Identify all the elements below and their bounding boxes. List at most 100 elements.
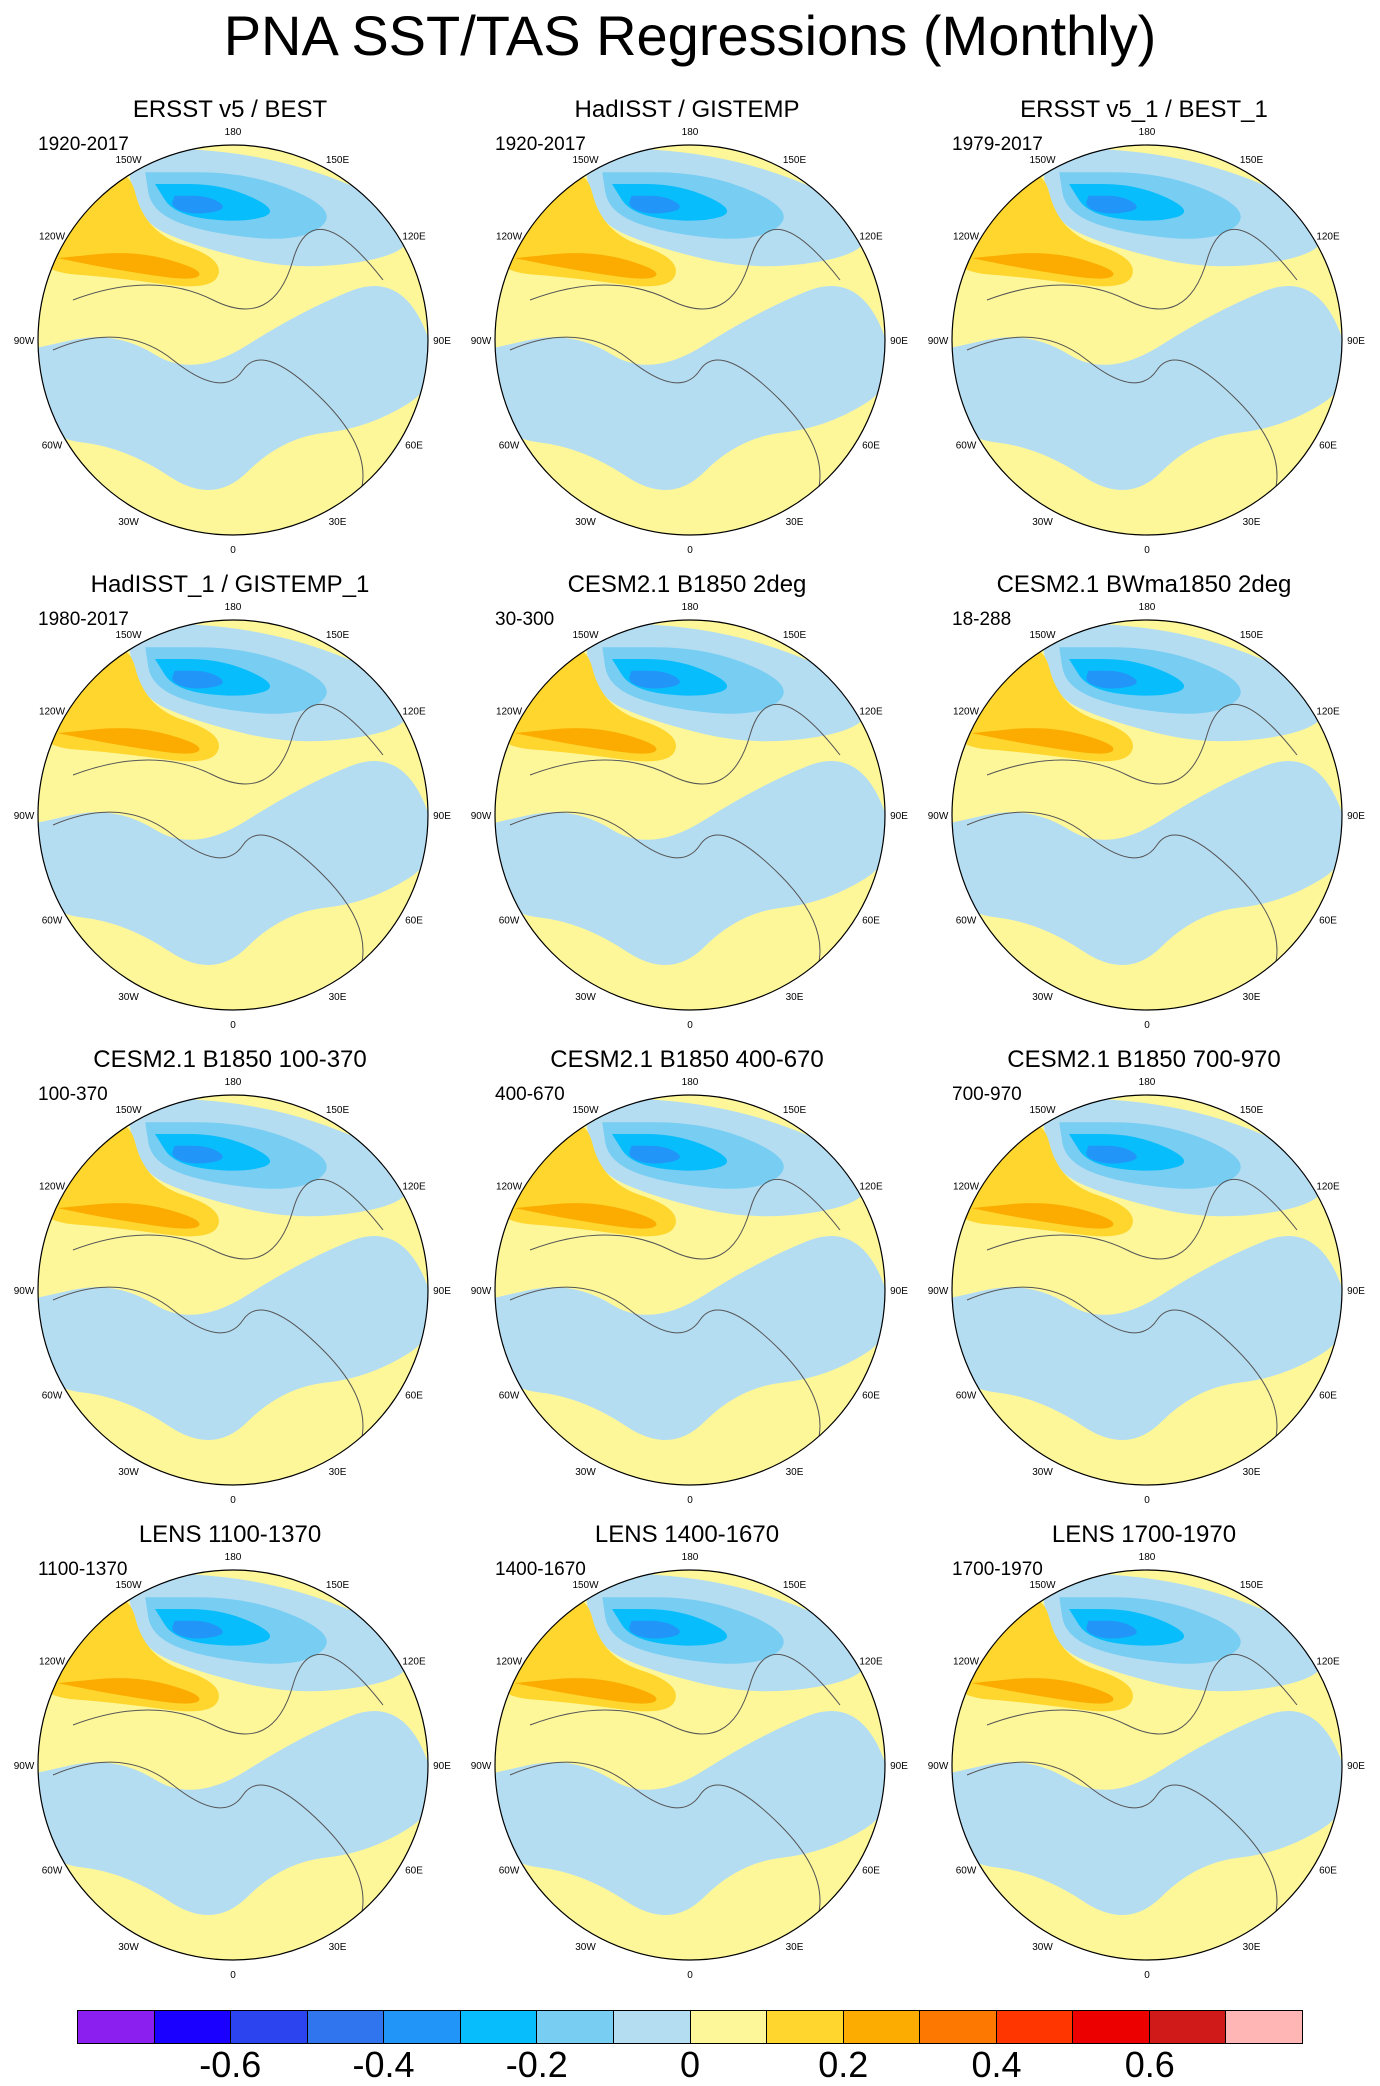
longitude-label: 150E (326, 155, 350, 166)
longitude-label: 30E (786, 1942, 804, 1953)
longitude-label: 30E (786, 1467, 804, 1478)
longitude-label: 120E (859, 707, 883, 718)
longitude-label: 0 (687, 1495, 693, 1506)
colorbar-swatch (1225, 2010, 1303, 2044)
longitude-label: 120E (402, 707, 426, 718)
longitude-label: 120E (859, 1657, 883, 1668)
colorbar-swatch (919, 2010, 996, 2044)
longitude-label: 60E (1319, 1391, 1337, 1402)
longitude-label: 0 (230, 1970, 236, 1981)
colorbar-swatch (459, 2010, 537, 2044)
longitude-label: 120E (1316, 1657, 1340, 1668)
panel-period: 1979-2017 (952, 134, 1043, 155)
field-cool-core (629, 195, 680, 214)
longitude-label: 60W (42, 441, 63, 452)
colorbar-tick-label: -0.6 (199, 2044, 262, 2085)
longitude-label: 150E (326, 1105, 350, 1116)
map-panel: CESM2.1 B1850 700-970 180 150E 120E 90E 60E 30… (914, 1045, 1374, 1515)
map-boundary (37, 144, 429, 536)
longitude-label: 120E (1316, 1182, 1340, 1193)
field-warm-strong (514, 1203, 657, 1229)
field-cool-core (1086, 1145, 1137, 1164)
longitude-label: 120E (402, 1657, 426, 1668)
longitude-label: 90W (14, 336, 35, 347)
map-panel: ERSST v5 / BEST 180 150E 120E 90E 60E 30E 0 30W 6… (0, 95, 460, 565)
longitude-label: 150E (783, 1580, 807, 1591)
longitude-label: 90W (471, 336, 492, 347)
longitude-label: 120W (39, 232, 66, 243)
longitude-label: 150E (783, 1105, 807, 1116)
longitude-label: 90E (1347, 1761, 1365, 1772)
map-boundary (951, 1094, 1343, 1486)
panel-period: 700-970 (952, 1084, 1022, 1105)
polar-map: 180 150E 120E 90E 60E 30E 0 30W 60W 90W 120W 150W (471, 602, 909, 1031)
longitude-label: 120W (39, 707, 66, 718)
longitude-label: 90E (890, 336, 908, 347)
panel-period: 1100-1370 (38, 1559, 128, 1580)
longitude-label: 30W (575, 1942, 596, 1953)
field-cool-broad (952, 761, 1342, 965)
field-cool-broad (38, 286, 428, 490)
longitude-label: 60W (42, 1866, 63, 1877)
field-cool-broad (38, 1236, 428, 1440)
field-cool-core (629, 670, 680, 689)
longitude-label: 30E (1243, 1942, 1261, 1953)
longitude-label: 0 (687, 1970, 693, 1981)
longitude-label: 90W (928, 811, 949, 822)
field-cool-core (172, 195, 223, 214)
map-boundary (951, 1569, 1343, 1961)
coastline (529, 228, 841, 310)
colorbar-swatch (306, 2010, 384, 2044)
map-boundary (37, 619, 429, 1011)
longitude-label: 0 (1144, 1495, 1150, 1506)
longitude-label: 90E (1347, 336, 1365, 347)
field-cool-core (1086, 670, 1137, 689)
field-cool-core (1086, 1620, 1137, 1639)
coastline (52, 1286, 364, 1461)
longitude-label: 60W (956, 1391, 977, 1402)
colorbar-tick-label: 0 (679, 2044, 701, 2085)
coastline (529, 1653, 841, 1735)
coastline (986, 703, 1298, 785)
colorbar-tick-label: 0.4 (971, 2044, 1022, 2085)
longitude-label: 180 (682, 1552, 699, 1563)
longitude-label: 30W (1032, 1942, 1053, 1953)
panel-title: CESM2.1 B1850 100-370 (93, 1046, 367, 1073)
panel-title: ERSST v5_1 / BEST_1 (1020, 96, 1268, 123)
longitude-label: 60E (1319, 441, 1337, 452)
longitude-label: 30W (1032, 1467, 1053, 1478)
field-warm-strong (514, 253, 657, 279)
coastline (509, 811, 821, 986)
colorbar-swatch (536, 2010, 613, 2044)
longitude-label: 120W (496, 1657, 523, 1668)
longitude-label: 90E (433, 811, 451, 822)
longitude-label: 180 (1139, 1552, 1156, 1563)
coastline (529, 703, 841, 785)
longitude-label: 0 (687, 1020, 693, 1031)
longitude-label: 150W (115, 630, 142, 641)
coastline (52, 1761, 364, 1936)
longitude-label: 30E (329, 517, 347, 528)
longitude-label: 180 (682, 602, 699, 613)
coastline (986, 1653, 1298, 1735)
longitude-label: 120W (953, 232, 980, 243)
longitude-label: 60E (405, 1391, 423, 1402)
longitude-label: 0 (1144, 545, 1150, 556)
colorbar-swatch (383, 2010, 460, 2044)
longitude-label: 150E (1240, 155, 1264, 166)
longitude-label: 0 (1144, 1020, 1150, 1031)
longitude-label: 150E (1240, 1580, 1264, 1591)
longitude-label: 60E (1319, 1866, 1337, 1877)
panel-period: 400-670 (495, 1084, 565, 1105)
longitude-label: 90E (1347, 1286, 1365, 1297)
map-panel: LENS 1100-1370 180 150E 120E 90E 60E 30E 0 30W 60… (0, 1520, 460, 1990)
longitude-label: 150W (115, 1105, 142, 1116)
panel-period: 1700-1970 (952, 1559, 1043, 1580)
colorbar: -0.6 -0.4 -0.2 0 0.2 0.4 0.6 (77, 2010, 1303, 2086)
field-cool-broad (495, 1711, 885, 1915)
panel-period: 18-288 (952, 609, 1012, 630)
polar-map: 180 150E 120E 90E 60E 30E 0 30W 60W 90W 120W 150W (471, 127, 909, 556)
longitude-label: 180 (225, 127, 242, 138)
longitude-label: 60E (405, 1866, 423, 1877)
longitude-label: 60W (499, 1866, 520, 1877)
